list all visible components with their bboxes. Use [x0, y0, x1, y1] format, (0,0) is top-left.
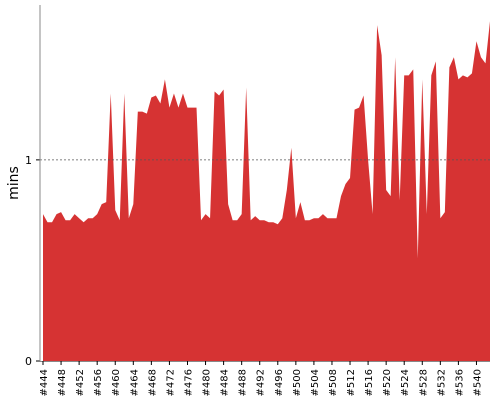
x-tick-label: #520 — [382, 369, 393, 396]
x-tick-label: #460 — [111, 369, 122, 396]
x-tick-label: #532 — [436, 369, 447, 396]
x-tick-label: #504 — [310, 369, 321, 396]
x-tick-label: #484 — [220, 369, 231, 396]
x-tick-label: #512 — [346, 369, 357, 396]
x-tick-label: #452 — [75, 369, 86, 396]
y-tick-label: 0 — [25, 355, 32, 368]
x-tick-label: #456 — [93, 369, 104, 396]
y-tick-label: 1 — [25, 154, 32, 167]
y-axis-label: mins — [6, 166, 22, 200]
x-tick-label: #500 — [292, 369, 303, 396]
x-tick-label: #464 — [129, 369, 140, 396]
x-tick-label: #528 — [418, 369, 429, 396]
x-tick-label: #476 — [183, 369, 194, 396]
x-tick-label: #516 — [364, 369, 375, 396]
x-tick-label: #468 — [147, 369, 158, 396]
x-tick-label: #492 — [256, 369, 267, 396]
x-tick-label: #524 — [400, 369, 411, 396]
x-tick-label: #536 — [454, 369, 465, 396]
x-tick-label: #508 — [328, 369, 339, 396]
x-tick-label: #444 — [39, 369, 50, 396]
x-tick-label: #480 — [202, 369, 213, 396]
x-tick-label: #496 — [274, 369, 285, 396]
x-tick-label: #472 — [165, 369, 176, 396]
x-tick-label: #540 — [472, 369, 483, 396]
x-tick-label: #448 — [57, 369, 68, 396]
area — [43, 21, 490, 362]
x-tick-label: #488 — [238, 369, 249, 396]
